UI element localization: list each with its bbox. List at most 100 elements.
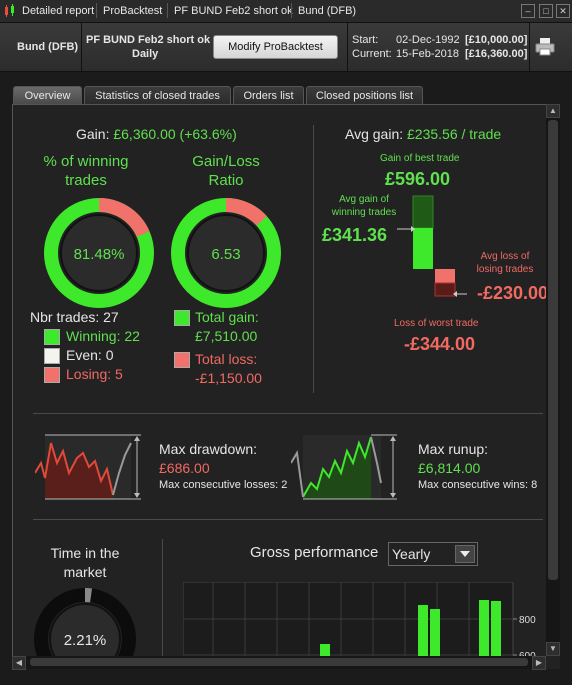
avg-loss-label-2: losing trades (476, 264, 534, 275)
total-loss-value: -£1,150.00 (195, 370, 262, 386)
horizontal-scroll-thumb[interactable] (30, 658, 528, 666)
performance-bar (418, 605, 428, 656)
winning-count: Winning: 22 (66, 328, 140, 344)
max-runup-value: £6,814.00 (418, 460, 481, 476)
minimize-icon[interactable]: – (521, 4, 535, 18)
performance-bar (320, 644, 330, 656)
pct-winning-title-2: trades (65, 172, 107, 189)
instrument-name: Bund (DFB) (17, 41, 79, 53)
avg-gain-label: Avg gain: (345, 126, 404, 142)
info-bar: Bund (DFB) PF BUND Feb2 short ok Daily M… (0, 23, 572, 72)
losing-swatch (44, 367, 60, 383)
horizontal-scrollbar[interactable]: ◀ ▶ (12, 656, 546, 670)
drawdown-area (45, 443, 113, 499)
best-trade-label: Gain of best trade (380, 153, 460, 164)
modify-probacktest-button[interactable]: Modify ProBacktest (213, 35, 338, 59)
period-select[interactable]: Yearly (388, 542, 478, 566)
close-icon[interactable]: ✕ (556, 4, 570, 18)
max-drawdown-value: £686.00 (159, 460, 210, 476)
total-gain-label: Total gain: (195, 309, 259, 325)
best-trade-value: £596.00 (385, 169, 451, 189)
start-value: [£10,000.00] (465, 34, 528, 46)
time-in-market-gauge: 2.21% (34, 588, 136, 656)
start-date: 02-Dec-1992 (396, 34, 460, 46)
start-label: Start: (352, 34, 379, 46)
max-runup-label: Max runup: (418, 441, 489, 457)
even-swatch (44, 348, 60, 364)
tab-orders-list[interactable]: Orders list (233, 86, 304, 105)
gain-loss-gauge: 6.53 (171, 198, 281, 308)
y-tick-label: 800 (519, 615, 536, 626)
total-gain-value: £7,510.00 (195, 328, 258, 344)
avg-win-label-2: winning trades (331, 207, 397, 218)
title-bar: Detailed report ProBacktest PF BUND Feb2… (0, 0, 572, 23)
performance-bar (491, 601, 501, 656)
divider-horizontal-2 (33, 519, 543, 520)
worst-trade-value: -£344.00 (404, 334, 476, 354)
period-select-value: Yearly (392, 546, 431, 562)
gain-value: £6,360.00 (+63.6%) (113, 126, 237, 142)
total-gain-swatch (174, 310, 190, 326)
scroll-corner (546, 656, 560, 669)
pct-winning-value: 81.48% (74, 246, 125, 263)
total-loss-label: Total loss: (195, 351, 258, 367)
runup-line (302, 436, 372, 498)
gain-loss-title: Gain/Loss (192, 153, 260, 170)
time-in-market-title: Time in the (50, 545, 120, 561)
gain-loss-value: 6.53 (211, 246, 240, 263)
avg-loss-label: Avg loss of (480, 251, 530, 262)
chevron-down-icon[interactable] (455, 545, 475, 563)
drawdown-chart (35, 434, 141, 500)
winning-swatch (44, 329, 60, 345)
avg-win-label: Avg gain of (339, 194, 389, 205)
avg-loss-value: -£230.00 (477, 283, 548, 303)
printer-icon[interactable] (535, 37, 555, 57)
strategy-name: PF BUND Feb2 short ok (86, 34, 211, 46)
best-trade-bar (412, 195, 434, 229)
pct-winning-title: % of winning (43, 153, 129, 170)
vertical-scroll-thumb[interactable] (548, 120, 558, 580)
tab-closed-positions-list[interactable]: Closed positions list (306, 86, 423, 105)
gross-performance-chart: 800 600 (183, 582, 536, 657)
candlestick-icon (5, 4, 14, 17)
tab-overview[interactable]: Overview (13, 86, 82, 105)
pct-winning-gauge: 81.48% (44, 198, 154, 308)
losing-count: Losing: 5 (66, 366, 123, 382)
y-tick-label: 600 (519, 651, 536, 657)
performance-bar (430, 609, 440, 656)
current-date: 15-Feb-2018 (396, 48, 459, 60)
breadcrumb-instrument[interactable]: Bund (DFB) (298, 5, 357, 17)
scroll-left-icon[interactable]: ◀ (12, 656, 26, 670)
pct-winning-ring-red (44, 198, 154, 308)
gain-label: Gain: (76, 126, 110, 142)
scroll-down-icon[interactable]: ▼ (546, 642, 560, 656)
total-loss-swatch (174, 352, 190, 368)
gain-loss-title-2: Ratio (208, 172, 244, 189)
avg-win-value: £341.36 (322, 225, 388, 245)
divider-vertical-bottom (162, 539, 163, 656)
max-consecutive-losses: Max consecutive losses: 2 (159, 479, 288, 491)
avg-loss-bar (435, 269, 455, 283)
tab-statistics-closed-trades[interactable]: Statistics of closed trades (84, 86, 231, 105)
avg-gain-value: £235.56 / trade (407, 126, 502, 142)
scroll-up-icon[interactable]: ▲ (546, 104, 560, 118)
gain-loss-ring-red (171, 198, 281, 308)
breadcrumb-strategy[interactable]: PF BUND Feb2 short ok (174, 5, 293, 17)
time-in-market-value: 2.21% (64, 632, 107, 649)
worst-trade-label: Loss of worst trade (394, 318, 479, 329)
maximize-icon[interactable]: □ (539, 4, 553, 18)
vertical-scrollbar[interactable]: ▲ ▼ (546, 104, 560, 656)
overview-panel: Gain: £6,360.00 (+63.6%) % of winning tr… (12, 104, 548, 657)
time-in-market-title-2: market (63, 564, 107, 580)
scroll-right-icon[interactable]: ▶ (532, 656, 546, 670)
breadcrumb-detailed-report[interactable]: Detailed report (22, 5, 95, 17)
even-count: Even: 0 (66, 347, 114, 363)
breadcrumb-probacktest[interactable]: ProBacktest (103, 5, 163, 17)
avg-win-bar (413, 228, 433, 269)
runup-area (303, 437, 371, 499)
worst-trade-bar (434, 282, 456, 297)
trade-range-bars (397, 195, 467, 297)
performance-bar (479, 600, 489, 656)
divider-horizontal-1 (33, 413, 543, 414)
runup-chart (291, 434, 397, 500)
